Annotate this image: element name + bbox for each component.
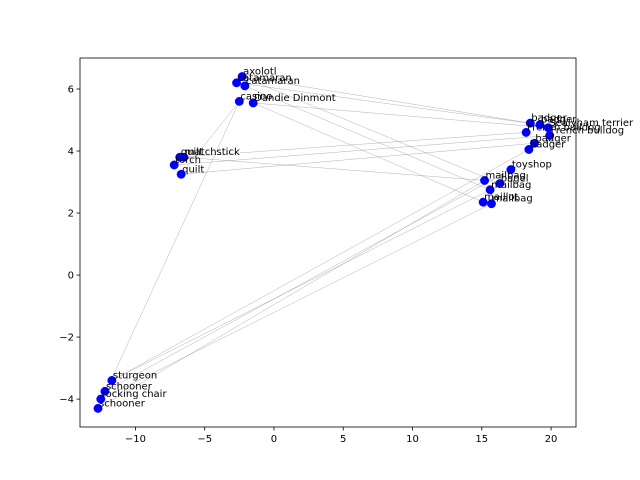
edge-line xyxy=(236,82,541,125)
point-label: badger xyxy=(530,139,566,150)
edge-line xyxy=(253,102,549,129)
point-label: mailbag xyxy=(491,180,531,191)
point-label: mailbag xyxy=(486,170,526,181)
edge-line xyxy=(97,101,240,409)
point-label: French bulldog xyxy=(527,122,600,133)
edge-line xyxy=(111,189,491,381)
point-label: badger xyxy=(535,133,571,144)
data-point xyxy=(480,176,490,185)
point-label: Sealyham terrier xyxy=(549,118,634,129)
y-tick-label: −4 xyxy=(59,395,74,406)
data-point xyxy=(506,165,516,175)
edge-line xyxy=(253,102,484,203)
y-axis: −4 −2 0 2 4 6 xyxy=(59,85,80,406)
edge-line xyxy=(111,149,530,381)
point-label: Dandie Dinmont xyxy=(254,93,336,104)
point-label: torch xyxy=(175,155,201,166)
data-point xyxy=(529,138,539,148)
data-point xyxy=(525,118,535,128)
plot-frame xyxy=(79,57,577,428)
y-tick-label: −2 xyxy=(59,333,74,344)
point-label: casino xyxy=(240,91,272,102)
data-point xyxy=(248,98,258,108)
point-label: axolotl xyxy=(243,67,276,78)
x-tick-label: 10 xyxy=(406,434,419,445)
point-label: badger xyxy=(531,113,567,124)
edge-line xyxy=(242,76,500,184)
edges-layer xyxy=(97,76,550,409)
data-point xyxy=(179,152,189,162)
data-point xyxy=(234,96,244,106)
y-tick-label: 6 xyxy=(68,85,74,96)
edge-line xyxy=(179,132,527,158)
point-label: matchstick xyxy=(185,147,240,158)
data-point xyxy=(485,185,495,195)
x-tick-label: −5 xyxy=(197,434,212,445)
point-label: toyshop xyxy=(512,160,552,171)
x-tick-label: 5 xyxy=(340,434,346,445)
edge-line xyxy=(183,156,485,181)
point-label: catamaran xyxy=(238,73,292,84)
edge-line xyxy=(100,203,492,400)
data-point xyxy=(232,78,242,88)
point-label: schooner xyxy=(106,381,153,392)
x-axis: −10 −5 0 5 10 15 20 xyxy=(125,427,558,445)
data-point xyxy=(495,179,505,189)
edge-line xyxy=(180,101,240,175)
edge-line xyxy=(174,135,550,166)
point-label: rocking chair xyxy=(102,389,168,400)
points-layer xyxy=(93,72,555,413)
data-point xyxy=(487,199,496,209)
x-tick-label: 15 xyxy=(475,434,488,445)
y-tick-label: 2 xyxy=(68,209,74,220)
edge-line xyxy=(104,169,512,392)
point-label: badger xyxy=(541,115,577,126)
point-label: French bulldog xyxy=(551,126,624,137)
edge-line xyxy=(97,180,485,409)
point-label: mailbag xyxy=(492,194,532,205)
data-point xyxy=(176,169,186,179)
x-tick-label: 0 xyxy=(271,434,277,445)
edge-line xyxy=(244,85,491,191)
data-point xyxy=(524,145,534,154)
data-point xyxy=(100,386,110,396)
data-point xyxy=(169,160,179,170)
point-label: bagel xyxy=(501,174,529,185)
data-point xyxy=(93,403,103,413)
y-tick-label: 4 xyxy=(68,147,74,158)
edge-line xyxy=(181,143,535,175)
point-label: catamaran xyxy=(246,76,300,87)
x-tick-label: 20 xyxy=(545,434,558,445)
point-label: maillot xyxy=(484,192,518,203)
point-label: quilt xyxy=(181,147,203,158)
data-point xyxy=(96,394,106,404)
data-point xyxy=(237,72,247,82)
data-point xyxy=(107,376,117,385)
edge-line xyxy=(242,76,531,124)
y-tick-label: 0 xyxy=(68,271,74,282)
data-point xyxy=(240,81,250,91)
point-label: sturgeon xyxy=(113,370,157,381)
point-label: schooner xyxy=(99,398,146,409)
point-label: quilt xyxy=(182,164,204,175)
data-point xyxy=(521,127,531,137)
data-point xyxy=(535,120,545,130)
x-tick-label: −10 xyxy=(125,434,146,445)
data-point xyxy=(545,131,555,140)
